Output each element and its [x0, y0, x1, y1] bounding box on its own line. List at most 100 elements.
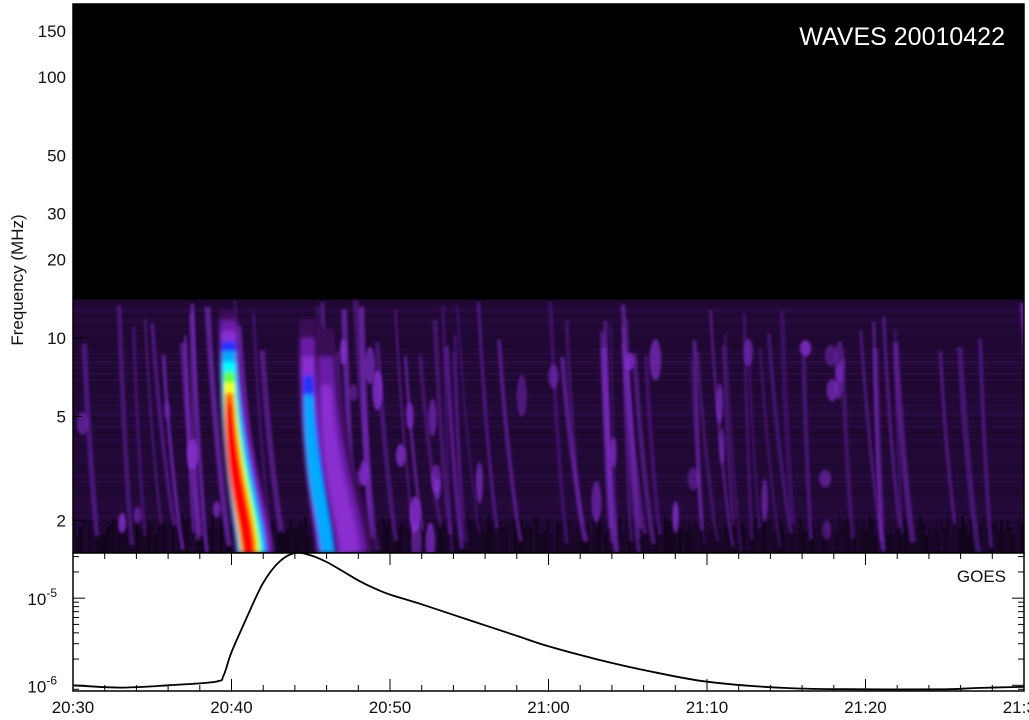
noise-gap [184, 519, 187, 553]
noise-gap [727, 530, 730, 553]
burst-blob [826, 379, 839, 402]
spectrogram-panel: 150 100 50 30 20 10 5 2 WAVES 20010422 Frequenc… [8, 3, 1025, 554]
noise-gap [535, 517, 538, 553]
noise-gap [757, 530, 760, 553]
noise-gap [1003, 532, 1006, 553]
faint-burst-streak [759, 349, 782, 548]
noise-gap [127, 517, 130, 553]
noise-gap [499, 521, 502, 553]
faint-burst-streak [204, 307, 233, 547]
noise-gap [970, 518, 973, 553]
time-tick-label: 21:00 [527, 698, 570, 717]
radio-burst [316, 328, 374, 553]
freq-tick-label: 10 [47, 329, 66, 348]
noise-gap [844, 518, 847, 553]
noise-gap [601, 522, 604, 553]
burst-blob [649, 339, 662, 381]
noise-gap [958, 529, 961, 553]
noise-gap [772, 533, 775, 553]
noise-gap [919, 515, 922, 553]
noise-gap [85, 516, 88, 553]
noise-gap [454, 524, 457, 553]
noise-gap [766, 522, 769, 553]
burst-blob [475, 462, 483, 504]
burst-blob [761, 478, 768, 523]
burst-blob [610, 436, 617, 468]
noise-gap [529, 526, 532, 553]
noise-gap [718, 526, 721, 553]
noise-gap [646, 534, 649, 553]
noise-gap [748, 533, 751, 553]
faint-burst-streak [559, 356, 589, 543]
noise-gap [211, 515, 214, 553]
burst-contour [320, 385, 360, 553]
faint-burst-streak [548, 301, 570, 544]
freq-tick-label: 5 [57, 407, 66, 426]
faint-burst-streak [722, 345, 735, 527]
faint-burst-streak [451, 351, 469, 544]
radio-burst [219, 310, 275, 553]
noise-gap [1006, 521, 1009, 553]
noise-gap [709, 529, 712, 553]
noise-gap [676, 519, 679, 553]
burst-blob [118, 512, 127, 533]
noise-gap [508, 521, 511, 553]
noise-gap [793, 530, 796, 553]
noise-gap [274, 529, 277, 553]
faint-burst-streak [643, 355, 663, 535]
faint-burst-streak [620, 304, 643, 530]
noise-gap [604, 532, 607, 553]
faint-burst-streak [418, 354, 443, 526]
noise-gap [196, 534, 199, 553]
burst-blob [76, 412, 88, 435]
faint-burst-streak [882, 316, 902, 529]
noise-gap [907, 525, 910, 553]
time-tick-label: 20:50 [369, 698, 412, 717]
noise-gap [574, 529, 577, 553]
noise-gap [421, 516, 424, 553]
noise-gap [901, 521, 904, 553]
noise-gap [526, 524, 529, 553]
noise-gap [481, 527, 484, 553]
burst-blob [819, 469, 832, 488]
noise-gap [838, 515, 841, 553]
noise-gap [964, 524, 967, 553]
noise-gap [547, 518, 550, 553]
time-tick-label: 20:40 [210, 698, 253, 717]
noise-gap [820, 524, 823, 553]
noise-gap [607, 522, 610, 553]
noise-gap [388, 518, 391, 553]
burst-blob [716, 383, 723, 425]
noise-gap [439, 528, 442, 553]
noise-gap [76, 534, 79, 553]
noise-gap [859, 529, 862, 553]
goes-background [73, 553, 1024, 691]
noise-gap [682, 524, 685, 553]
faint-burst-streak [779, 310, 796, 525]
noise-gap [436, 515, 439, 553]
noise-gap [79, 527, 82, 553]
faint-burst-streak [81, 343, 101, 537]
noise-gap [475, 527, 478, 553]
noise-gap [118, 533, 121, 553]
noise-gap [493, 530, 496, 553]
noise-gap [898, 524, 901, 553]
freq-tick-label: 30 [47, 204, 66, 223]
noise-gap [568, 520, 571, 553]
faint-burst-streak [692, 340, 704, 531]
noise-gap [457, 533, 460, 553]
freq-tick-label: 150 [38, 22, 66, 41]
noise-gap [733, 519, 736, 553]
noise-gap [82, 519, 85, 553]
faint-burst-streak [893, 328, 904, 534]
noise-gap [1000, 520, 1003, 553]
faint-burst-streak [840, 358, 855, 539]
noise-gap [712, 527, 715, 553]
faint-burst-streak [259, 350, 285, 533]
noise-gap [856, 518, 859, 553]
faint-burst-streak [956, 346, 982, 553]
noise-gap [967, 534, 970, 553]
noise-gap [307, 534, 310, 553]
noise-gap [889, 531, 892, 553]
noise-gap [403, 523, 406, 553]
